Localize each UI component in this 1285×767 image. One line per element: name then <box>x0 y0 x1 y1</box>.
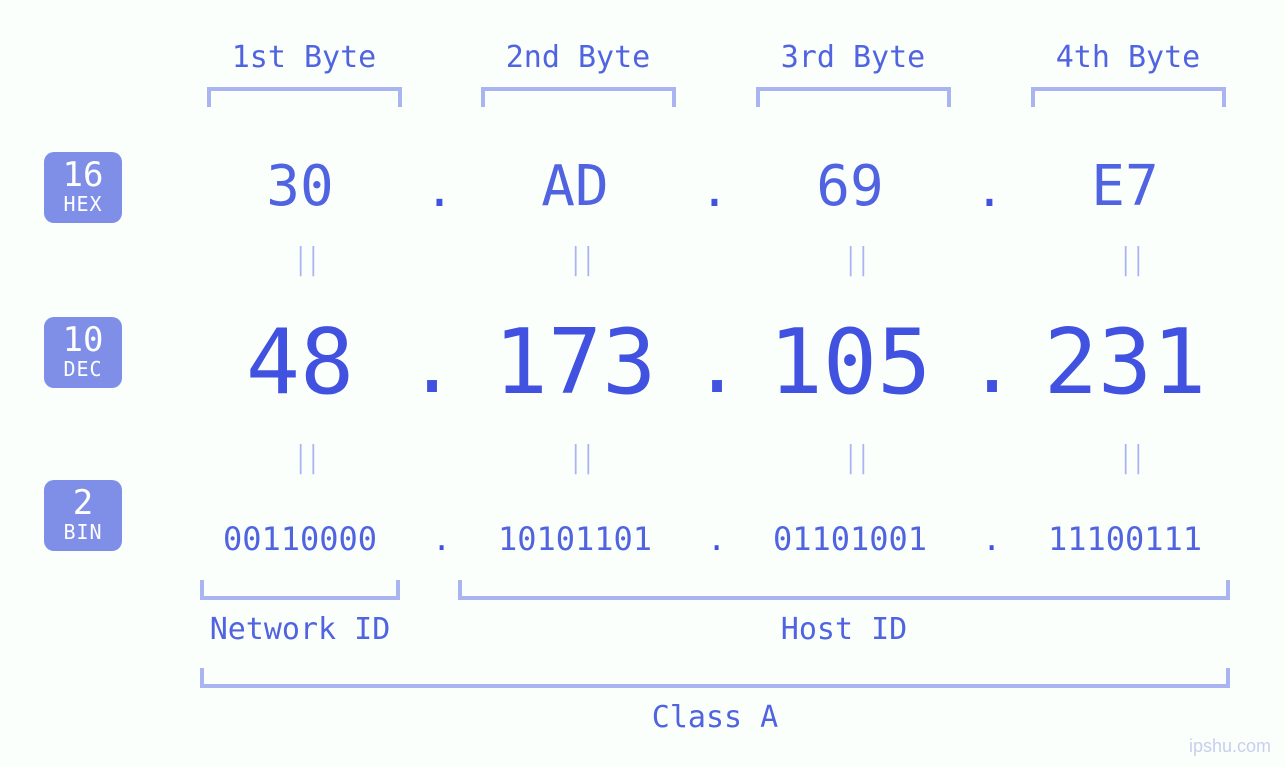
base-badge-hex: 16 HEX <box>44 152 122 223</box>
bracket-top-4 <box>1031 87 1226 107</box>
bracket-class <box>200 668 1230 688</box>
eq-dec-bin-1: || <box>294 440 319 475</box>
hex-dot-1: . <box>425 162 454 218</box>
bin-dot-1: . <box>432 520 451 558</box>
label-host-id: Host ID <box>458 612 1230 647</box>
label-byte-3: 3rd Byte <box>753 40 953 75</box>
bracket-host <box>458 580 1230 600</box>
eq-hex-dec-2: || <box>569 242 594 277</box>
bracket-network <box>200 580 400 600</box>
eq-dec-bin-2: || <box>569 440 594 475</box>
bin-dot-2: . <box>707 520 726 558</box>
eq-hex-dec-1: || <box>294 242 319 277</box>
eq-hex-dec-3: || <box>844 242 869 277</box>
eq-hex-dec-4: || <box>1119 242 1144 277</box>
dec-byte-3: 105 <box>745 310 955 415</box>
bin-byte-4: 11100111 <box>1020 520 1230 558</box>
eq-dec-bin-4: || <box>1119 440 1144 475</box>
dec-dot-1: . <box>408 318 456 411</box>
bracket-top-1 <box>207 87 402 107</box>
hex-dot-3: . <box>975 162 1004 218</box>
bracket-top-2 <box>481 87 676 107</box>
base-badge-bin: 2 BIN <box>44 480 122 551</box>
label-network-id: Network ID <box>200 612 400 647</box>
watermark: ipshu.com <box>1189 736 1271 757</box>
label-byte-2: 2nd Byte <box>478 40 678 75</box>
eq-dec-bin-3: || <box>844 440 869 475</box>
bin-byte-1: 00110000 <box>195 520 405 558</box>
badge-dec-number: 10 <box>44 323 122 359</box>
hex-dot-2: . <box>700 162 729 218</box>
dec-byte-1: 48 <box>215 310 385 415</box>
dec-byte-4: 231 <box>1020 310 1230 415</box>
label-byte-1: 1st Byte <box>204 40 404 75</box>
dec-dot-2: . <box>693 318 741 411</box>
badge-hex-number: 16 <box>44 158 122 194</box>
dec-dot-3: . <box>968 318 1016 411</box>
badge-dec-text: DEC <box>44 359 122 380</box>
bin-byte-2: 10101101 <box>470 520 680 558</box>
hex-byte-3: 69 <box>785 154 915 219</box>
badge-bin-number: 2 <box>44 486 122 522</box>
badge-hex-text: HEX <box>44 194 122 215</box>
label-byte-4: 4th Byte <box>1028 40 1228 75</box>
label-class: Class A <box>200 700 1230 735</box>
hex-byte-1: 30 <box>235 154 365 219</box>
hex-byte-4: E7 <box>1060 154 1190 219</box>
bin-dot-3: . <box>982 520 1001 558</box>
base-badge-dec: 10 DEC <box>44 317 122 388</box>
dec-byte-2: 173 <box>470 310 680 415</box>
badge-bin-text: BIN <box>44 522 122 543</box>
bin-byte-3: 01101001 <box>745 520 955 558</box>
hex-byte-2: AD <box>510 154 640 219</box>
bracket-top-3 <box>756 87 951 107</box>
